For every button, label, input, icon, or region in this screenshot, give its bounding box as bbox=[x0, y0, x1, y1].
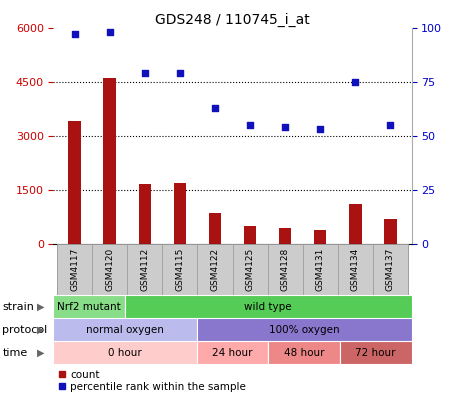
Point bbox=[141, 70, 148, 76]
Text: GSM4134: GSM4134 bbox=[351, 248, 360, 291]
Point bbox=[281, 124, 289, 130]
Text: ▶: ▶ bbox=[37, 325, 45, 335]
Bar bbox=[104, 78, 116, 244]
Text: 72 hour: 72 hour bbox=[355, 348, 396, 358]
Bar bbox=[232, 244, 267, 295]
Point bbox=[176, 70, 184, 76]
Bar bbox=[197, 318, 412, 341]
Bar bbox=[384, 219, 397, 244]
Text: GSM4131: GSM4131 bbox=[316, 248, 325, 291]
Text: 24 hour: 24 hour bbox=[212, 348, 253, 358]
Point bbox=[352, 78, 359, 85]
Text: GSM4117: GSM4117 bbox=[70, 248, 79, 291]
Point bbox=[106, 29, 113, 35]
Text: 0 hour: 0 hour bbox=[108, 348, 142, 358]
Point bbox=[71, 31, 78, 37]
Point bbox=[387, 122, 394, 128]
Bar bbox=[279, 228, 291, 244]
Bar bbox=[198, 244, 232, 295]
Text: GSM4115: GSM4115 bbox=[175, 248, 184, 291]
Bar bbox=[68, 122, 81, 244]
Bar bbox=[314, 230, 326, 244]
Bar bbox=[139, 185, 151, 244]
Bar bbox=[373, 244, 408, 295]
Text: GSM4128: GSM4128 bbox=[281, 248, 290, 291]
Text: protocol: protocol bbox=[2, 325, 47, 335]
Bar bbox=[162, 244, 198, 295]
Point bbox=[246, 122, 254, 128]
Text: GSM4122: GSM4122 bbox=[211, 248, 219, 291]
Text: GSM4112: GSM4112 bbox=[140, 248, 149, 291]
Bar bbox=[57, 244, 92, 295]
Text: GSM4137: GSM4137 bbox=[386, 248, 395, 291]
Point bbox=[317, 126, 324, 133]
Bar bbox=[92, 244, 127, 295]
Bar bbox=[209, 213, 221, 244]
Text: 100% oxygen: 100% oxygen bbox=[269, 325, 339, 335]
Title: GDS248 / 110745_i_at: GDS248 / 110745_i_at bbox=[155, 13, 310, 27]
Text: strain: strain bbox=[2, 302, 34, 312]
Point bbox=[211, 105, 219, 111]
Text: ▶: ▶ bbox=[37, 348, 45, 358]
Bar bbox=[338, 244, 373, 295]
Bar bbox=[53, 295, 125, 318]
Text: Nrf2 mutant: Nrf2 mutant bbox=[57, 302, 121, 312]
Bar bbox=[127, 244, 162, 295]
Legend: count, percentile rank within the sample: count, percentile rank within the sample bbox=[59, 369, 246, 392]
Bar bbox=[53, 341, 197, 364]
Text: ▶: ▶ bbox=[37, 302, 45, 312]
Text: GSM4125: GSM4125 bbox=[246, 248, 254, 291]
Bar bbox=[267, 244, 303, 295]
Text: time: time bbox=[2, 348, 27, 358]
Bar bbox=[268, 341, 340, 364]
Bar bbox=[125, 295, 412, 318]
Bar bbox=[349, 204, 361, 244]
Text: GSM4120: GSM4120 bbox=[105, 248, 114, 291]
Bar bbox=[244, 226, 256, 244]
Bar bbox=[197, 341, 268, 364]
Bar bbox=[174, 183, 186, 244]
Bar bbox=[303, 244, 338, 295]
Text: normal oxygen: normal oxygen bbox=[86, 325, 164, 335]
Text: wild type: wild type bbox=[245, 302, 292, 312]
Text: 48 hour: 48 hour bbox=[284, 348, 325, 358]
Bar bbox=[340, 341, 412, 364]
Bar bbox=[53, 318, 197, 341]
